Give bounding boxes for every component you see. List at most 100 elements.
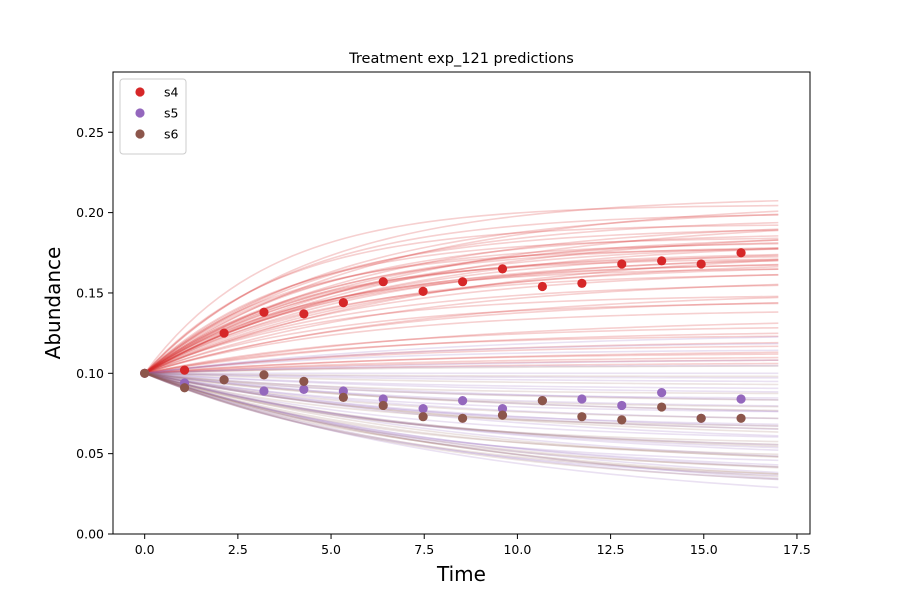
- prediction-curve-s4: [144, 229, 779, 374]
- prediction-curve-s4: [144, 242, 779, 374]
- prediction-curve-s6: [144, 372, 779, 443]
- prediction-curve-s5: [144, 372, 779, 462]
- prediction-curve-s4: [144, 254, 779, 374]
- prediction-curve-s5: [144, 372, 779, 449]
- prediction-curve-s5: [144, 372, 779, 458]
- legend-label-s5: s5: [164, 106, 178, 121]
- prediction-curve-s4: [144, 353, 779, 375]
- data-point-s5: [259, 386, 269, 396]
- data-point-s4: [577, 278, 587, 288]
- prediction-curve-s6: [144, 372, 779, 475]
- prediction-curve-s6: [144, 365, 779, 375]
- y-tick-label: 0.00: [76, 527, 104, 542]
- prediction-curve-s4: [144, 356, 779, 375]
- legend-label-s6: s6: [164, 127, 179, 142]
- prediction-curve-s4: [144, 284, 779, 375]
- prediction-curve-s4: [144, 283, 779, 375]
- prediction-curve-s4: [144, 335, 779, 375]
- prediction-curve-s5: [144, 372, 779, 428]
- data-point-s4: [497, 264, 508, 274]
- prediction-curve-s5: [144, 372, 779, 420]
- data-point-s6: [338, 392, 348, 403]
- prediction-curve-s5: [144, 372, 779, 480]
- prediction-curve-s4: [144, 214, 779, 374]
- data-point-s6: [140, 368, 150, 378]
- legend-marker-s5: [135, 108, 145, 118]
- y-tick-label: 0.20: [76, 205, 104, 220]
- prediction-curve-s5: [144, 372, 779, 468]
- x-tick-label: 17.5: [783, 542, 811, 557]
- prediction-curve-s5: [144, 349, 779, 375]
- prediction-curve-s5: [144, 372, 779, 446]
- prediction-curve-s4: [144, 274, 779, 375]
- prediction-curve-s5: [144, 372, 779, 393]
- data-point-s6: [219, 375, 229, 385]
- prediction-curve-s4: [144, 221, 779, 374]
- data-point-s4: [338, 298, 348, 308]
- data-point-s6: [299, 376, 309, 386]
- data-point-s4: [378, 277, 388, 287]
- prediction-curve-s6: [144, 372, 779, 478]
- prediction-curve-s6: [144, 372, 779, 458]
- prediction-curve-s6: [144, 372, 779, 420]
- prediction-curve-s5: [144, 372, 779, 481]
- data-point-s6: [617, 415, 627, 425]
- prediction-curve-s4: [144, 224, 779, 374]
- prediction-curve-s6: [144, 372, 779, 480]
- prediction-curve-s6: [144, 372, 779, 456]
- prediction-curve-s4: [144, 255, 779, 374]
- prediction-curve-s6: [144, 372, 779, 446]
- prediction-curve-s6: [144, 372, 779, 386]
- prediction-curve-s4: [144, 235, 779, 374]
- prediction-curve-s6: [144, 372, 779, 475]
- prediction-curve-s4: [144, 199, 779, 374]
- prediction-curve-s4: [144, 242, 779, 374]
- data-point-s4: [617, 259, 627, 269]
- y-axis-label: Abundance: [41, 247, 65, 360]
- x-tick-label: 5.0: [321, 542, 341, 557]
- data-point-s5: [497, 404, 508, 414]
- prediction-curve-s4: [144, 345, 779, 375]
- x-tick-label: 15.0: [690, 542, 718, 557]
- prediction-curve-s5: [144, 372, 779, 474]
- prediction-curve-s4: [144, 296, 779, 375]
- x-tick-label: 0.0: [135, 542, 155, 557]
- data-point-s5: [299, 384, 309, 394]
- data-point-s5: [657, 387, 667, 398]
- data-point-s6: [458, 413, 468, 423]
- x-tick-label: 10.0: [503, 542, 531, 557]
- data-point-s5: [736, 394, 746, 404]
- prediction-curve-s4: [144, 301, 779, 375]
- data-point-s4: [299, 309, 309, 319]
- data-point-s6: [736, 413, 746, 423]
- prediction-curve-s4: [144, 302, 779, 375]
- x-axis: 0.0 2.5 5.0 7.5 10.0 12.5 15.0 17.5: [135, 534, 811, 557]
- data-point-s4: [696, 259, 706, 269]
- prediction-curve-s4: [144, 213, 779, 374]
- prediction-curve-s4: [144, 248, 779, 374]
- prediction-curve-s6: [144, 372, 779, 458]
- legend-label-s4: s4: [164, 85, 179, 100]
- data-point-s5: [378, 394, 388, 404]
- prediction-curve-s6: [144, 372, 779, 469]
- data-point-s4: [418, 286, 428, 296]
- prediction-curve-s4: [144, 265, 779, 375]
- prediction-curves: [144, 199, 779, 489]
- prediction-curve-s5: [144, 372, 779, 466]
- prediction-curve-s4: [144, 332, 779, 375]
- x-tick-label: 12.5: [597, 542, 625, 557]
- y-tick-label: 0.15: [76, 285, 104, 300]
- data-point-s4: [736, 248, 746, 258]
- data-point-s4: [537, 281, 547, 292]
- prediction-curve-s6: [144, 372, 779, 401]
- prediction-curve-s4: [144, 239, 779, 374]
- prediction-curve-s4: [144, 237, 779, 374]
- prediction-curve-s4: [144, 253, 779, 374]
- prediction-curve-s6: [144, 372, 779, 378]
- data-point-s6: [378, 400, 388, 411]
- prediction-curve-s4: [144, 362, 779, 375]
- prediction-curve-s5: [144, 372, 779, 401]
- data-point-s6: [179, 383, 190, 393]
- data-point-s5: [577, 394, 587, 404]
